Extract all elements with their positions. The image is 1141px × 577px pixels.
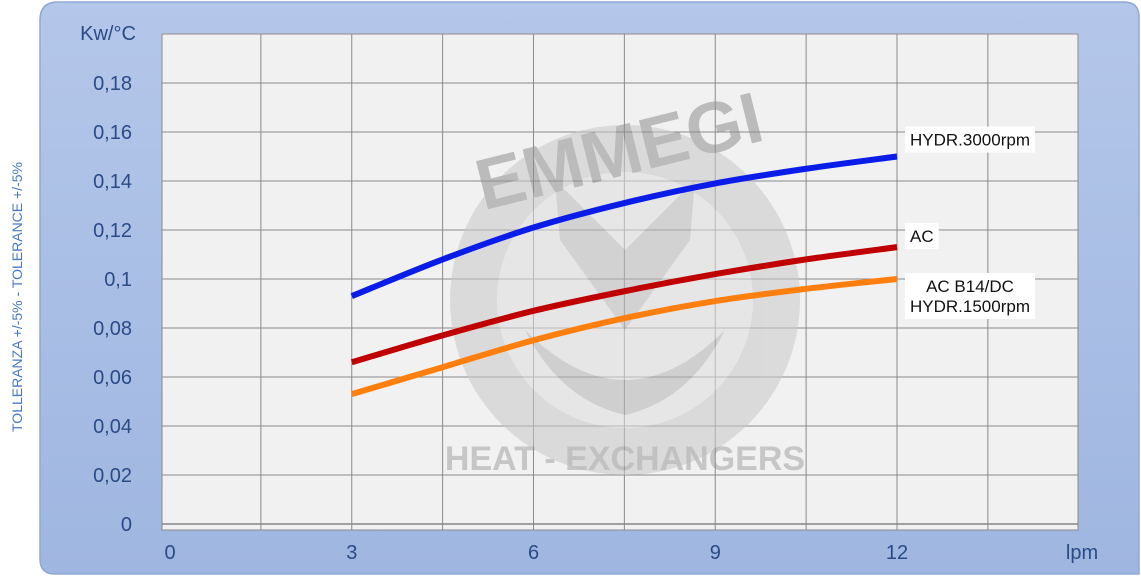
- x-tick-label: 6: [528, 542, 539, 564]
- y-tick-label: 0,12: [93, 220, 132, 242]
- y-tick-label: 0: [121, 514, 132, 536]
- y-axis-title: Kw/°C: [80, 23, 136, 45]
- y-tick-label: 0,16: [93, 122, 132, 144]
- series-line-3: [350, 276, 898, 398]
- series-label-text: AC B14/DC: [926, 277, 1014, 296]
- y-tick-label: 0,1: [104, 269, 132, 291]
- x-axis-ticks: 0 3 6 9 12: [164, 542, 908, 564]
- series-label-1: HYDR.3000rpm: [905, 126, 1035, 153]
- tolerance-label: TOLLERANZA +/-5% - TOLERANCE +/-5%: [9, 162, 25, 432]
- x-tick-label: 12: [886, 542, 908, 564]
- series-label-2: AC: [905, 223, 939, 250]
- watermark-logo: EMMEGI HEAT - EXCHANGERS: [445, 78, 805, 478]
- series-label-text: HYDR.1500rpm: [910, 297, 1030, 316]
- y-tick-label: 0,06: [93, 367, 132, 389]
- x-axis-title: lpm: [1066, 542, 1098, 564]
- y-tick-label: 0,08: [93, 318, 132, 340]
- series-line-1: [350, 153, 898, 299]
- x-tick-label: 3: [346, 542, 357, 564]
- y-tick-label: 0,02: [93, 465, 132, 487]
- x-tick-label: 0: [164, 542, 175, 564]
- y-axis-ticks: 0 0,02 0,04 0,06 0,08 0,1 0,12 0,14 0,16 0,18: [93, 73, 132, 536]
- x-tick-label: 9: [710, 542, 721, 564]
- series-label-text: AC: [910, 227, 934, 246]
- watermark-line: HEAT - EXCHANGERS: [445, 440, 805, 478]
- series-line-2: [350, 244, 898, 366]
- y-tick-label: 0,18: [93, 73, 132, 95]
- y-tick-label: 0,04: [93, 416, 132, 438]
- series-label-text: HYDR.3000rpm: [910, 131, 1030, 150]
- y-tick-label: 0,14: [93, 171, 132, 193]
- series-lines: [350, 153, 898, 398]
